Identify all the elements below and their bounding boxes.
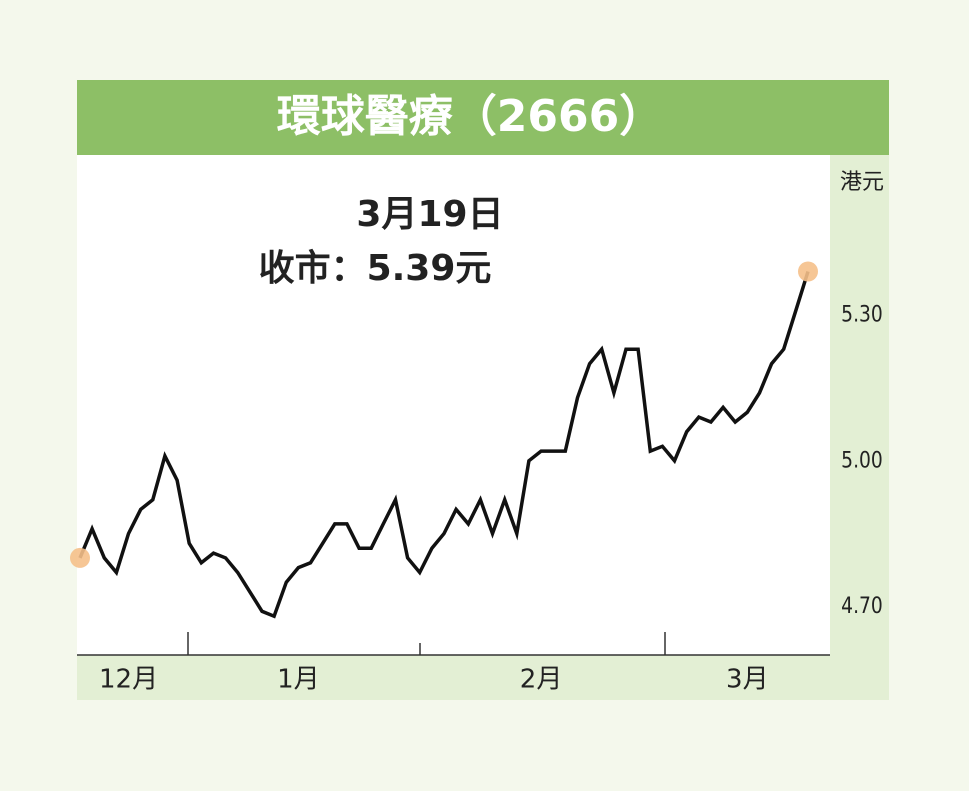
- x-tick-label: 12月: [99, 665, 158, 695]
- annotation: 3月19日: [356, 194, 503, 235]
- x-tick-label: 1月: [277, 665, 320, 695]
- end-marker: [70, 547, 90, 568]
- end-marker: [798, 261, 818, 282]
- y-tick-label: 5.00: [841, 447, 883, 473]
- annotation: 收市：5.39元: [259, 248, 492, 289]
- y-tick-label: 5.30: [841, 301, 883, 327]
- x-tick-label: 2月: [520, 665, 563, 695]
- price-line: [78, 270, 810, 619]
- chart-title: 環球醫療（2666）: [277, 91, 663, 142]
- title-bar: [77, 80, 889, 155]
- y-axis-label: 港元: [840, 170, 884, 195]
- y-tick-label: 4.70: [841, 592, 883, 618]
- x-tick-label: 3月: [726, 665, 769, 695]
- plot-area: [77, 155, 830, 655]
